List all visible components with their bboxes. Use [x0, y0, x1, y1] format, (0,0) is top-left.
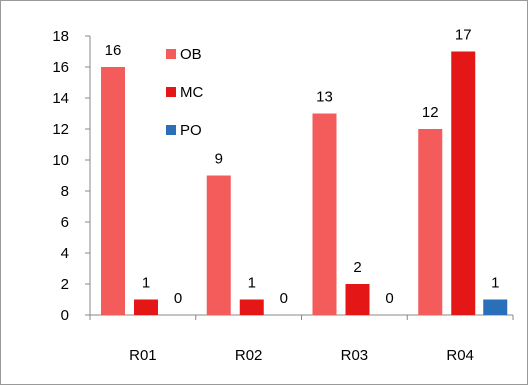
x-tick-label: R03	[341, 347, 369, 364]
x-tick-label: R04	[446, 347, 474, 364]
bar-ob-r01	[101, 67, 125, 315]
legend-swatch-mc	[166, 87, 176, 97]
y-tick-label: 6	[61, 214, 69, 231]
bar-ob-r03	[312, 113, 337, 315]
y-tick-label: 12	[52, 121, 69, 138]
data-label-mc-r04: 17	[455, 27, 472, 44]
legend-label-ob: OB	[180, 46, 202, 63]
bar-ob-r04	[418, 129, 443, 315]
bar-mc-r01	[134, 299, 158, 315]
data-label-po-r03: 0	[385, 290, 393, 307]
data-label-ob-r04: 12	[422, 104, 439, 121]
bar-mc-r04	[451, 51, 476, 315]
bar-ob-r02	[206, 175, 231, 315]
bar-po-r04	[483, 299, 508, 315]
legend-label-mc: MC	[180, 84, 203, 101]
y-tick-label: 4	[61, 245, 69, 262]
data-label-po-r01: 0	[174, 290, 182, 307]
data-label-mc-r02: 1	[248, 275, 256, 292]
bar-mc-r02	[239, 299, 264, 315]
legend-swatch-ob	[166, 49, 176, 59]
y-tick-label: 0	[61, 307, 69, 324]
bar-mc-r03	[345, 284, 370, 315]
y-tick-label: 8	[61, 183, 69, 200]
data-label-mc-r03: 2	[353, 259, 361, 276]
x-tick-label: R02	[235, 347, 263, 364]
data-label-ob-r01: 16	[105, 42, 122, 59]
data-label-po-r02: 0	[280, 290, 288, 307]
legend-label-po: PO	[180, 122, 202, 139]
x-tick-label: R01	[129, 347, 157, 364]
data-label-ob-r03: 13	[316, 89, 333, 106]
data-label-mc-r01: 1	[142, 275, 150, 292]
y-tick-label: 16	[52, 59, 69, 76]
y-tick-label: 14	[52, 90, 69, 107]
data-label-ob-r02: 9	[215, 151, 223, 168]
y-tick-label: 2	[61, 276, 69, 293]
y-tick-label: 10	[52, 152, 69, 169]
y-tick-label: 18	[52, 28, 69, 45]
data-label-po-r04: 1	[491, 275, 499, 292]
legend-swatch-po	[166, 125, 176, 135]
